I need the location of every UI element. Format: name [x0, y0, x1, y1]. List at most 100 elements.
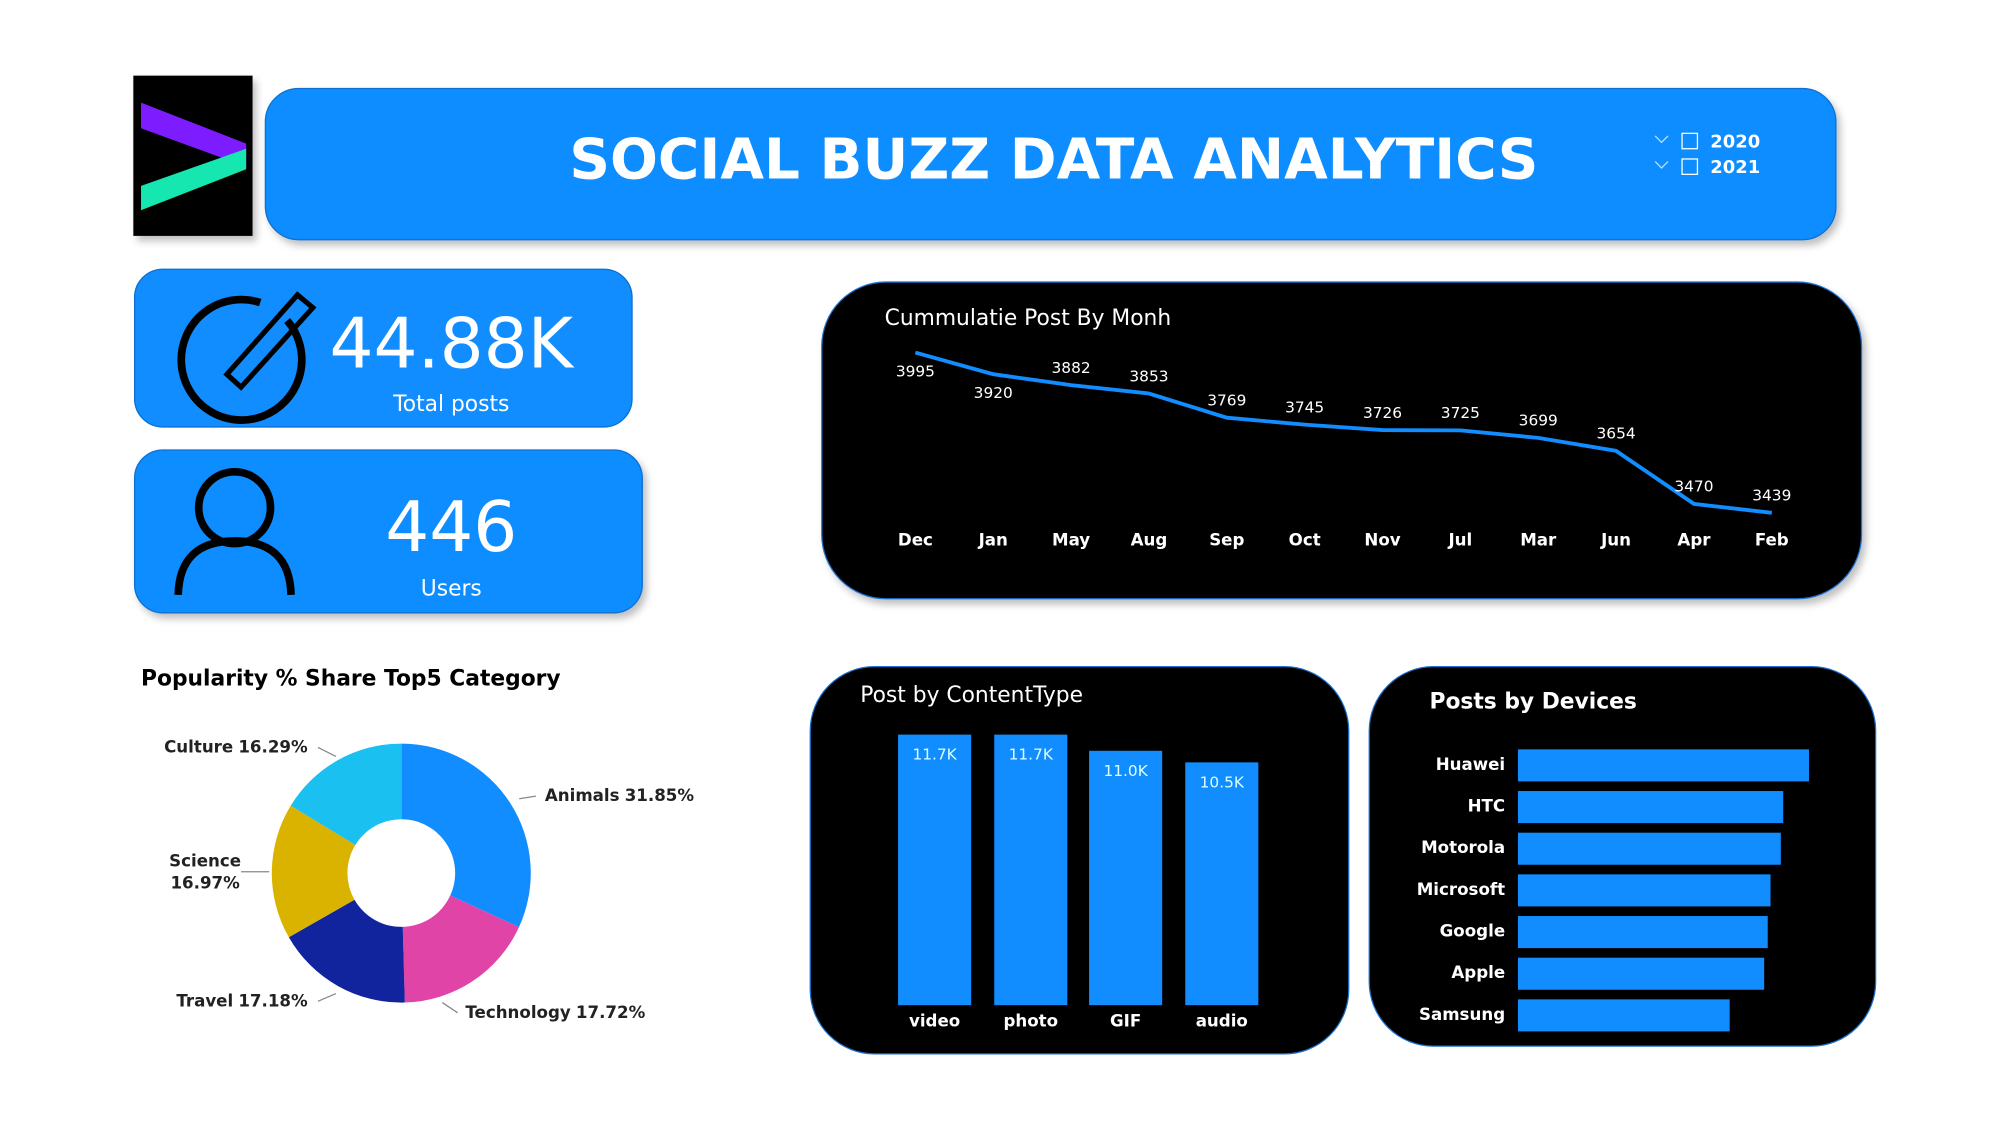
data-label: 11.0K [1103, 762, 1148, 780]
chart-title: Popularity % Share Top5 Category [141, 666, 561, 691]
bar [994, 734, 1068, 1006]
chart-title: Post by ContentType [860, 683, 1083, 708]
chart-title: Cummulatie Post By Monh [885, 306, 1172, 331]
data-label: 11.7K [1009, 746, 1054, 764]
slice-label: Culture 16.29% [164, 737, 308, 756]
data-label: 3654 [1597, 425, 1636, 443]
bar [898, 734, 972, 1006]
x-tick-label: Sep [1209, 531, 1244, 550]
year-filter[interactable]: 2020 2021 [1654, 131, 1760, 178]
line-panel [821, 281, 1863, 600]
category-name: Culture [164, 737, 233, 756]
kpi-label: Total posts [392, 392, 509, 417]
checkbox[interactable] [1681, 158, 1699, 176]
percent-label: 31.85% [625, 786, 695, 805]
leader-line [441, 1002, 459, 1014]
logo [133, 75, 253, 236]
slice-label: Science 16.97% [169, 851, 241, 892]
leader-line [317, 746, 337, 757]
data-label: 3726 [1363, 404, 1402, 422]
x-tick-label: audio [1196, 1011, 1248, 1030]
category-name: Travel [176, 991, 233, 1010]
bar [1517, 791, 1784, 824]
bar [1517, 957, 1765, 990]
bar [1517, 874, 1771, 907]
checkbox[interactable] [1681, 132, 1699, 150]
data-label: 11.7K [912, 746, 957, 764]
leader-line [317, 993, 337, 1002]
bar [1517, 832, 1781, 865]
y-tick-label: Motorola [1421, 838, 1505, 857]
x-tick-label: Jan [978, 531, 1008, 550]
bar [1089, 750, 1163, 1006]
y-tick-label: Samsung [1419, 1005, 1505, 1024]
y-tick-label: Apple [1451, 963, 1505, 982]
line-series [914, 350, 1773, 515]
category-name: Technology [465, 1002, 571, 1021]
header-title: SOCIAL BUZZ DATA ANALYTICS [569, 127, 1538, 192]
x-tick-label: Dec [898, 531, 933, 550]
chart-title: Posts by Devices [1429, 690, 1636, 715]
expand-icon[interactable] [1654, 135, 1669, 144]
user-icon [174, 467, 295, 596]
header-banner [264, 87, 1837, 241]
leader-line [519, 795, 536, 800]
x-tick-label: video [909, 1011, 960, 1030]
x-tick-label: Jun [1600, 531, 1631, 550]
x-tick-label: Aug [1131, 531, 1168, 550]
bar [1517, 999, 1730, 1032]
y-tick-label: Huawei [1436, 755, 1505, 774]
x-tick-label: Feb [1755, 531, 1789, 550]
x-tick-label: May [1052, 531, 1090, 550]
bar [1517, 916, 1768, 949]
y-tick-label: Microsoft [1417, 880, 1505, 899]
x-tick-label: Mar [1520, 531, 1557, 550]
data-label: 3725 [1441, 404, 1480, 422]
pie-slice [290, 743, 402, 846]
y-tick-label: HTC [1468, 797, 1506, 816]
x-tick-label: photo [1003, 1011, 1058, 1030]
data-label: 3882 [1052, 359, 1091, 377]
pie-slice [288, 899, 405, 1003]
pie-slice [401, 743, 531, 928]
category-name: Animals [545, 786, 620, 805]
data-label: 10.5K [1200, 773, 1245, 791]
edit-icon [177, 291, 317, 424]
x-tick-label: Nov [1364, 531, 1400, 550]
kpi-card [133, 268, 633, 428]
x-tick-label: GIF [1110, 1011, 1141, 1030]
kpi-value: 446 [385, 488, 517, 568]
data-label: 3769 [1207, 392, 1246, 410]
filter-label[interactable]: 2020 [1710, 131, 1760, 152]
bar-panel [809, 666, 1350, 1055]
data-label: 3920 [974, 384, 1013, 402]
expand-icon[interactable] [1654, 161, 1669, 169]
slice-label: Travel 17.18% [176, 991, 308, 1010]
filter-label[interactable]: 2021 [1710, 157, 1760, 178]
x-tick-label: Apr [1677, 531, 1711, 550]
pie-slice [271, 805, 356, 938]
category-name: Science [169, 851, 241, 870]
data-label: 3470 [1674, 478, 1713, 496]
data-label: 3995 [896, 362, 935, 380]
charts: Cummulatie Post By Monh 3995 Dec 3920 Jan 388… [141, 306, 1809, 1032]
data-label: 3439 [1752, 487, 1791, 505]
percent-label: 17.18% [238, 991, 308, 1010]
kpi-card [133, 449, 643, 614]
bar [1185, 762, 1259, 1006]
kpi-label: Users [421, 577, 482, 602]
y-tick-label: Google [1440, 922, 1505, 941]
pie-slice [402, 895, 519, 1003]
x-tick-label: Jul [1447, 531, 1472, 550]
data-label: 3853 [1129, 367, 1168, 385]
percent-label: 16.97% [170, 873, 240, 892]
data-label: 3699 [1519, 412, 1558, 430]
slice-label: Technology 17.72% [465, 1002, 645, 1021]
x-tick-label: Oct [1289, 531, 1321, 550]
slice-label: Animals 31.85% [545, 786, 695, 805]
percent-label: 16.29% [238, 737, 308, 756]
data-label: 3745 [1285, 398, 1324, 416]
bar [1517, 749, 1809, 782]
kpi-value: 44.88K [330, 305, 575, 385]
